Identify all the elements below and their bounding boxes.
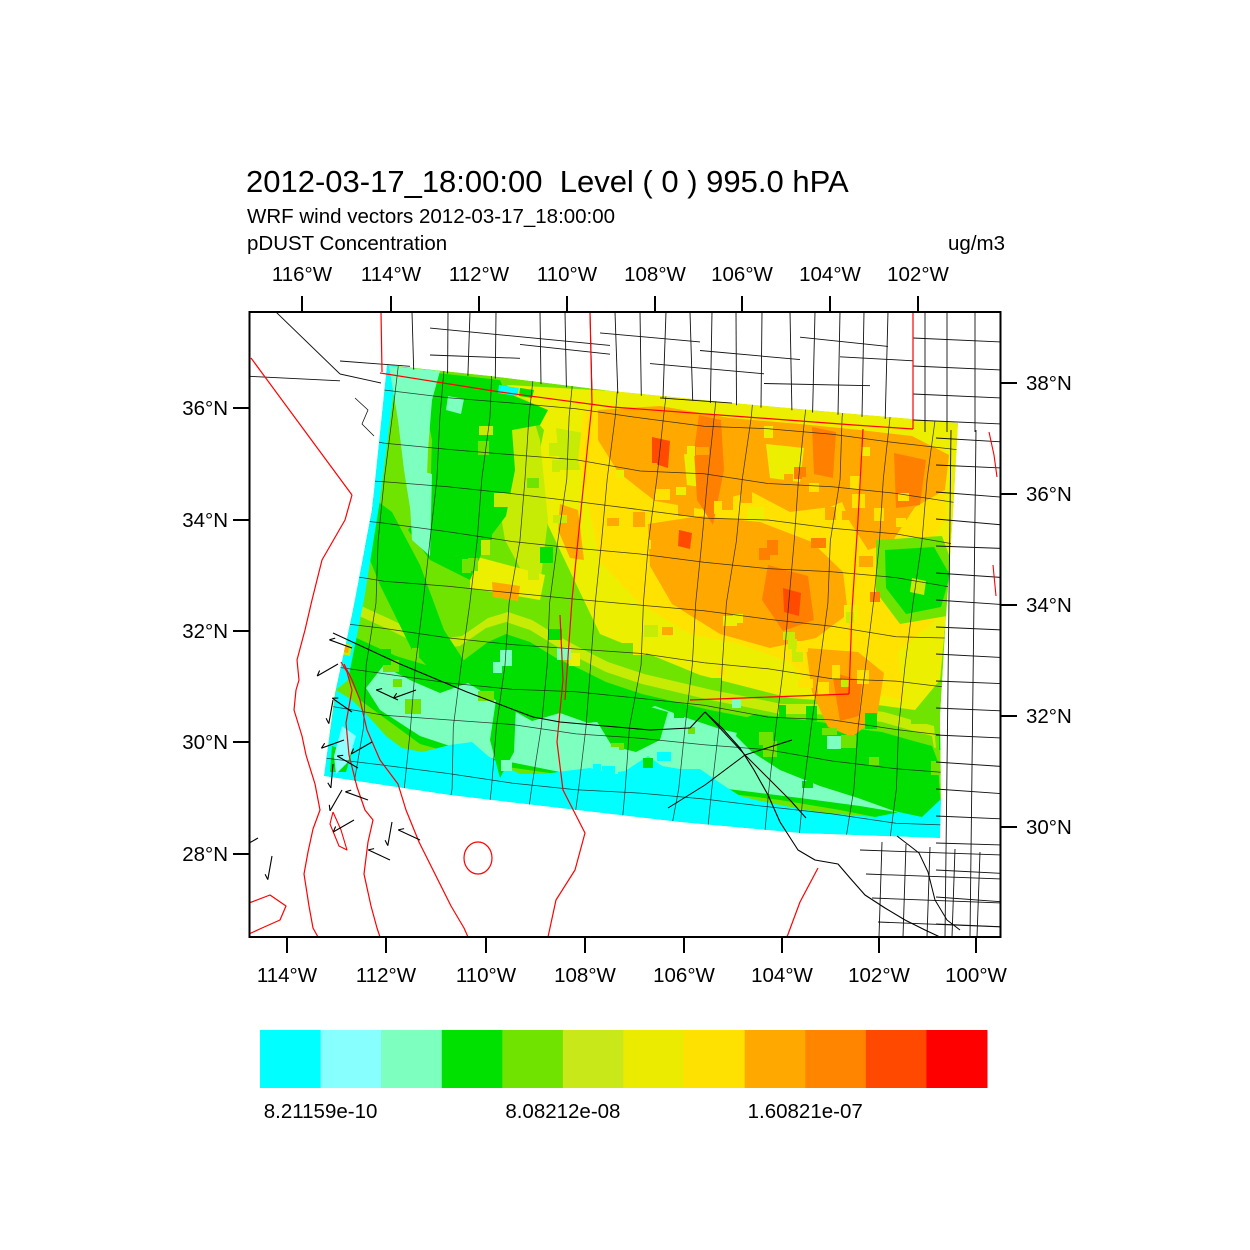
- svg-text:110°W: 110°W: [537, 263, 598, 286]
- svg-text:WRF wind vectors 2012-03-17_18: WRF wind vectors 2012-03-17_18:00:00: [247, 205, 615, 228]
- svg-text:34°N: 34°N: [182, 509, 228, 532]
- svg-text:114°W: 114°W: [361, 263, 422, 286]
- svg-text:36°N: 36°N: [1026, 483, 1072, 506]
- svg-text:116°W: 116°W: [272, 263, 333, 286]
- svg-text:38°N: 38°N: [1026, 372, 1072, 395]
- svg-text:112°W: 112°W: [356, 964, 417, 987]
- svg-text:108°W: 108°W: [624, 263, 686, 286]
- svg-text:104°W: 104°W: [751, 964, 813, 987]
- svg-text:8.08212e-08: 8.08212e-08: [505, 1100, 620, 1123]
- svg-text:102°W: 102°W: [848, 964, 910, 987]
- svg-text:2012-03-17_18:00:00 Level ( 0: 2012-03-17_18:00:00 Level ( 0 ) 995.0 hP…: [246, 164, 849, 199]
- svg-text:100°W: 100°W: [945, 964, 1007, 987]
- svg-text:1.60821e-07: 1.60821e-07: [748, 1100, 863, 1123]
- svg-text:106°W: 106°W: [711, 263, 773, 286]
- svg-text:pDUST Concentration: pDUST Concentration: [247, 232, 447, 255]
- svg-text:32°N: 32°N: [1026, 705, 1072, 728]
- svg-text:32°N: 32°N: [182, 620, 228, 643]
- svg-text:106°W: 106°W: [653, 964, 715, 987]
- svg-text:36°N: 36°N: [182, 397, 228, 420]
- svg-text:110°W: 110°W: [456, 964, 517, 987]
- svg-text:28°N: 28°N: [182, 843, 228, 866]
- svg-text:108°W: 108°W: [554, 964, 616, 987]
- svg-text:8.21159e-10: 8.21159e-10: [264, 1100, 378, 1123]
- svg-text:112°W: 112°W: [449, 263, 510, 286]
- svg-text:102°W: 102°W: [887, 263, 949, 286]
- svg-text:ug/m3: ug/m3: [948, 232, 1005, 255]
- svg-text:30°N: 30°N: [1026, 816, 1072, 839]
- svg-text:104°W: 104°W: [799, 263, 861, 286]
- svg-text:34°N: 34°N: [1026, 594, 1072, 617]
- svg-text:114°W: 114°W: [257, 964, 318, 987]
- svg-text:30°N: 30°N: [182, 731, 228, 754]
